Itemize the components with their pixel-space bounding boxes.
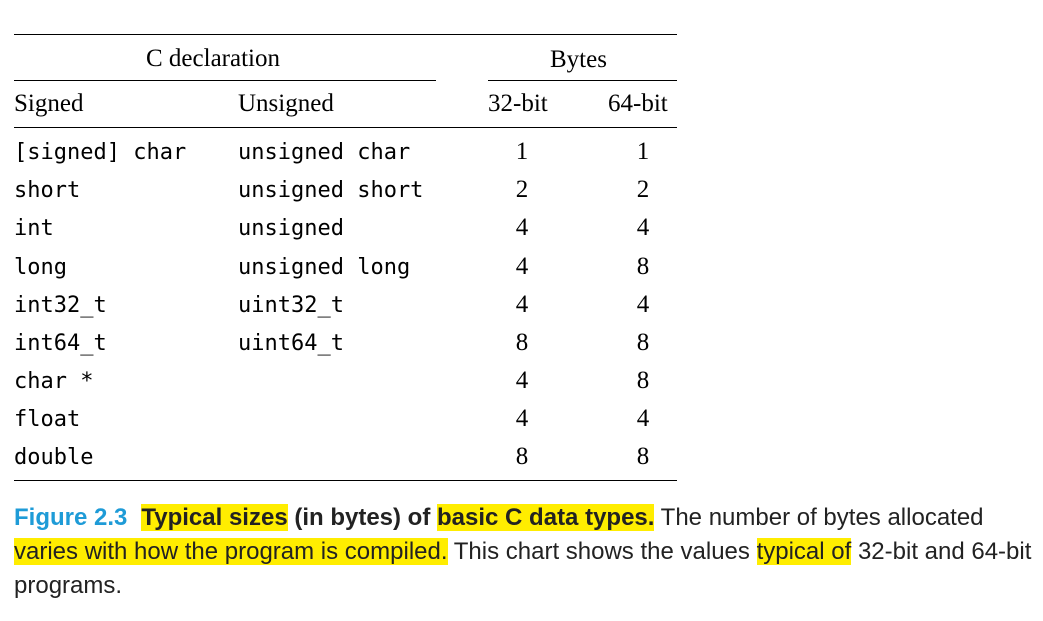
bytes-32-cell: 4: [515, 291, 529, 318]
signed-type-cell: int: [14, 216, 54, 241]
unsigned-type-cell: unsigned: [238, 216, 344, 241]
bottom-rule: [14, 480, 677, 481]
bytes-32-cell: 4: [515, 367, 529, 394]
caption-highlight-typical-of: typical of: [756, 538, 852, 565]
caption-text: This chart shows the values: [447, 538, 757, 565]
bytes-32-cell: 4: [515, 405, 529, 432]
unsigned-type-cell: uint32_t: [238, 293, 344, 318]
bytes-32-cell: 8: [515, 329, 529, 356]
bytes-64-cell: 8: [636, 329, 650, 356]
bytes-32-cell: 4: [515, 253, 529, 280]
bytes-32-cell: 1: [515, 138, 529, 165]
bytes-64-cell: 8: [636, 443, 650, 470]
header-bottom-rule: [14, 127, 677, 128]
bytes-group-rule: [488, 80, 677, 81]
bytes-64-cell: 8: [636, 253, 650, 280]
declaration-group-rule: [14, 80, 436, 81]
signed-type-cell: short: [14, 178, 81, 203]
caption-text: The number of bytes allocated: [654, 504, 984, 531]
bytes-64-cell: 4: [636, 291, 650, 318]
unsigned-type-cell: unsigned short: [238, 178, 424, 203]
signed-type-cell: float: [14, 407, 81, 432]
unsigned-type-cell: unsigned long: [238, 255, 411, 280]
figure-label: Figure 2.3: [14, 504, 128, 531]
top-rule: [14, 34, 677, 35]
column-header-signed: Signed: [14, 90, 84, 117]
figure-caption: Figure 2.3 Typical sizes (in bytes) of ba…: [14, 501, 1039, 603]
signed-type-cell: [signed] char: [14, 140, 187, 165]
bytes-64-cell: 1: [636, 138, 650, 165]
unsigned-type-cell: unsigned char: [238, 140, 411, 165]
caption-highlight-typical-sizes: Typical sizes: [141, 504, 288, 531]
bytes-64-cell: 2: [636, 176, 650, 203]
signed-type-cell: double: [14, 445, 94, 470]
signed-type-cell: char *: [14, 369, 94, 394]
unsigned-type-cell: uint64_t: [238, 331, 344, 356]
bytes-32-cell: 4: [515, 214, 529, 241]
signed-type-cell: long: [14, 255, 67, 280]
bytes-32-cell: 2: [515, 176, 529, 203]
column-header-unsigned: Unsigned: [238, 90, 334, 117]
caption-text: 32-bit and 64-bit programs.: [14, 538, 1032, 599]
column-header-64-bit: 64-bit: [608, 90, 668, 117]
header-c-declaration: C declaration: [146, 45, 280, 72]
bytes-64-cell: 4: [636, 214, 650, 241]
bytes-64-cell: 8: [636, 367, 650, 394]
caption-bold-text: (in bytes) of: [287, 504, 438, 531]
column-header-32-bit: 32-bit: [488, 90, 548, 117]
signed-type-cell: int32_t: [14, 293, 107, 318]
caption-highlight-varies: varies with how the program is compiled.: [14, 538, 448, 565]
bytes-32-cell: 8: [515, 443, 529, 470]
caption-highlight-basic-types: basic C data types.: [437, 504, 655, 531]
bytes-64-cell: 4: [636, 405, 650, 432]
signed-type-cell: int64_t: [14, 331, 107, 356]
header-bytes: Bytes: [550, 46, 607, 73]
